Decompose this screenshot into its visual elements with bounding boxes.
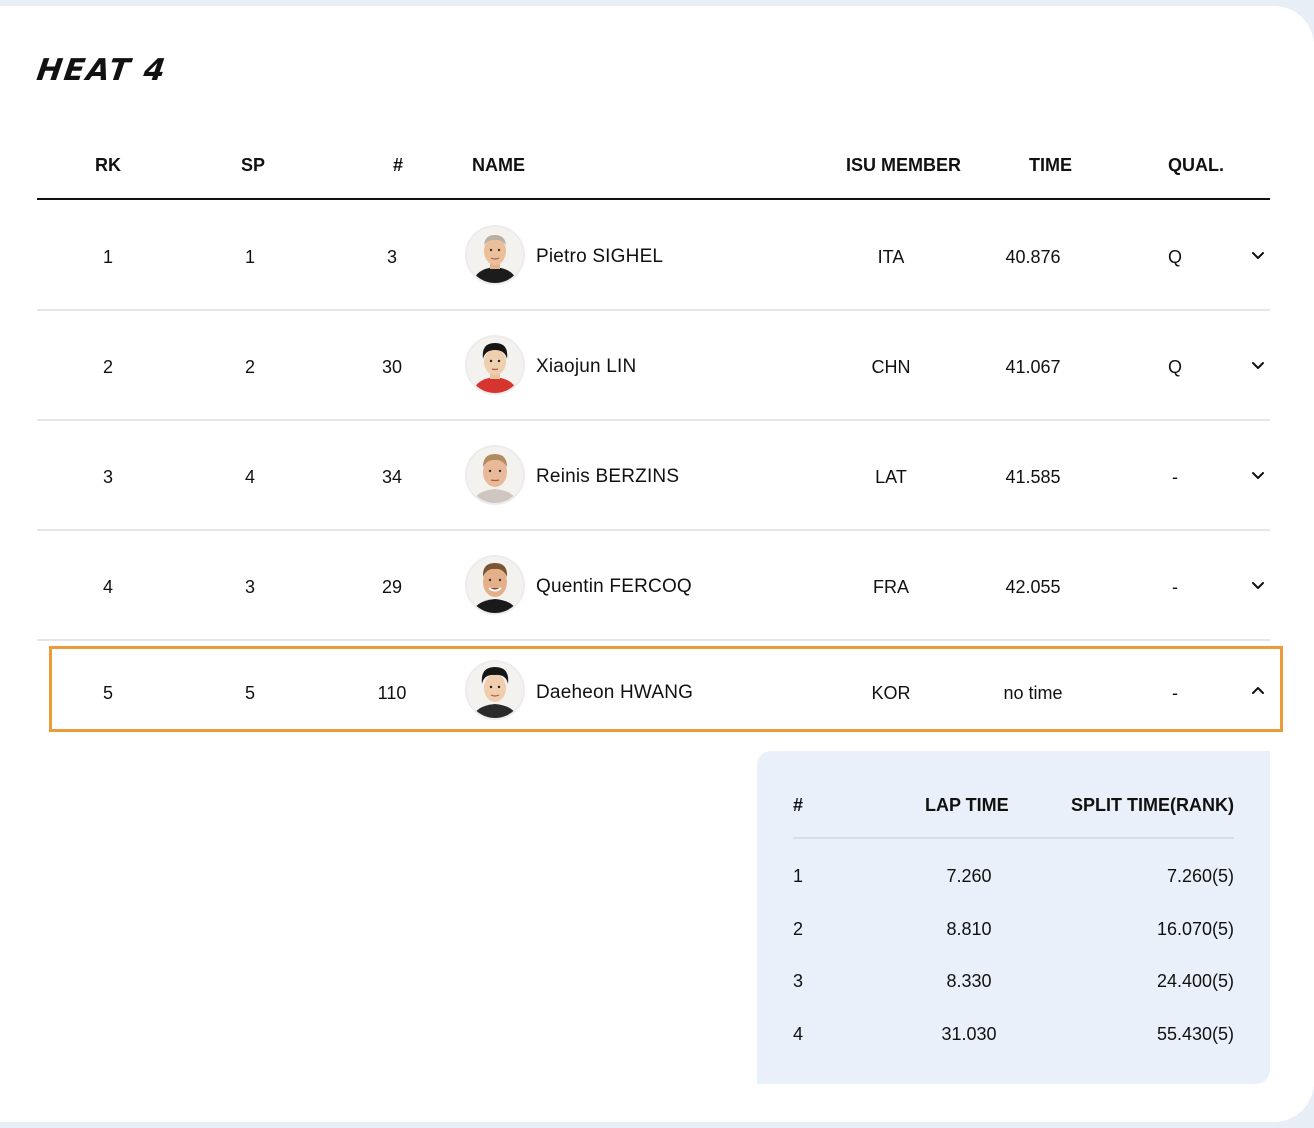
lap-number: 1 <box>793 866 804 886</box>
helmet-number: 29 <box>381 577 403 597</box>
lap-row: 1 7.260 7.260(5) <box>793 863 1234 889</box>
result-time: no time <box>1003 683 1063 703</box>
lap-row: 2 8.810 16.070(5) <box>793 916 1234 942</box>
chevron-down-icon[interactable] <box>1249 576 1267 594</box>
lap-time: 8.330 <box>946 971 992 991</box>
start-position: 4 <box>244 467 256 487</box>
column-time: TIME <box>1029 155 1072 175</box>
start-position: 1 <box>244 247 256 267</box>
start-position: 3 <box>244 577 256 597</box>
qualification: Q <box>1167 357 1183 377</box>
isu-member: ITA <box>877 247 905 267</box>
chevron-down-icon[interactable] <box>1249 356 1267 374</box>
start-position: 2 <box>244 357 256 377</box>
result-time: 40.876 <box>1005 247 1061 267</box>
result-row[interactable]: 1 1 3 Pietro SIGHEL ITA 40.876 Q <box>37 201 1270 311</box>
result-row-expanded[interactable]: 5 5 110 Daeheon HWANG KOR no time - <box>49 646 1283 732</box>
split-time: 7.260(5) <box>1166 866 1234 886</box>
qualification: - <box>1172 467 1178 487</box>
athlete-name[interactable]: Reinis BERZINS <box>536 466 680 487</box>
results-card: HEAT 4 RK SP # NAME ISU MEMBER TIME QUAL… <box>0 6 1314 1122</box>
split-time: 24.400(5) <box>1156 971 1234 991</box>
column-qual: QUAL. <box>1168 155 1224 175</box>
lap-time: 8.810 <box>946 919 992 939</box>
athlete-name[interactable]: Pietro SIGHEL <box>536 246 664 267</box>
isu-member: FRA <box>873 577 909 597</box>
lap-row: 4 31.030 55.430(5) <box>793 1021 1234 1047</box>
rank: 2 <box>102 357 114 377</box>
athlete-photo <box>465 445 525 505</box>
start-position: 5 <box>244 683 256 703</box>
helmet-number: 3 <box>386 247 398 267</box>
split-time: 55.430(5) <box>1156 1024 1234 1044</box>
column-name: NAME <box>472 155 525 175</box>
isu-member: KOR <box>871 683 911 703</box>
lap-time: 31.030 <box>941 1024 997 1044</box>
split-time: 16.070(5) <box>1156 919 1234 939</box>
chevron-down-icon[interactable] <box>1249 246 1267 264</box>
lap-column-lap-time: LAP TIME <box>925 795 1009 815</box>
chevron-up-icon[interactable] <box>1249 682 1267 700</box>
athlete-photo <box>465 335 525 395</box>
lap-number: 3 <box>793 971 804 991</box>
lap-row: 3 8.330 24.400(5) <box>793 968 1234 994</box>
isu-member: CHN <box>871 357 911 377</box>
athlete-name[interactable]: Daeheon HWANG <box>536 682 694 703</box>
column-rk: RK <box>95 155 121 175</box>
result-row[interactable]: 4 3 29 Quentin FERCOQ FRA 42.055 - <box>37 531 1270 641</box>
result-time: 41.067 <box>1005 357 1061 377</box>
rank: 4 <box>102 577 114 597</box>
result-time: 41.585 <box>1005 467 1061 487</box>
athlete-photo <box>465 660 525 720</box>
rank: 1 <box>102 247 114 267</box>
qualification: - <box>1172 683 1178 703</box>
helmet-number: 30 <box>381 357 403 377</box>
result-row[interactable]: 3 4 34 Reinis BERZINS LAT 41.585 - <box>37 421 1270 531</box>
lap-number: 4 <box>793 1024 804 1044</box>
helmet-number: 34 <box>381 467 403 487</box>
lap-details-panel: # LAP TIME SPLIT TIME(RANK) 1 7.260 7.26… <box>757 751 1270 1084</box>
rank: 5 <box>102 683 114 703</box>
qualification: - <box>1172 577 1178 597</box>
isu-member: LAT <box>875 467 907 487</box>
athlete-photo <box>465 555 525 615</box>
lap-time: 7.260 <box>946 866 992 886</box>
results-table-header: RK SP # NAME ISU MEMBER TIME QUAL. <box>37 146 1270 200</box>
column-isu-member: ISU MEMBER <box>846 155 962 175</box>
heat-title: HEAT 4 <box>34 53 170 88</box>
chevron-down-icon[interactable] <box>1249 466 1267 484</box>
athlete-photo <box>465 225 525 285</box>
column-sp: SP <box>241 155 266 175</box>
lap-table-header: # LAP TIME SPLIT TIME(RANK) <box>793 787 1234 839</box>
helmet-number: 110 <box>377 683 407 703</box>
column-number: # <box>393 155 404 175</box>
lap-column-number: # <box>793 795 804 815</box>
lap-number: 2 <box>793 919 804 939</box>
lap-column-split-time: SPLIT TIME(RANK) <box>1071 795 1234 815</box>
qualification: Q <box>1167 247 1183 267</box>
result-time: 42.055 <box>1005 577 1061 597</box>
result-row[interactable]: 2 2 30 Xiaojun LIN CHN 41.067 Q <box>37 311 1270 421</box>
athlete-name[interactable]: Xiaojun LIN <box>536 356 637 377</box>
rank: 3 <box>102 467 114 487</box>
athlete-name[interactable]: Quentin FERCOQ <box>536 576 692 597</box>
